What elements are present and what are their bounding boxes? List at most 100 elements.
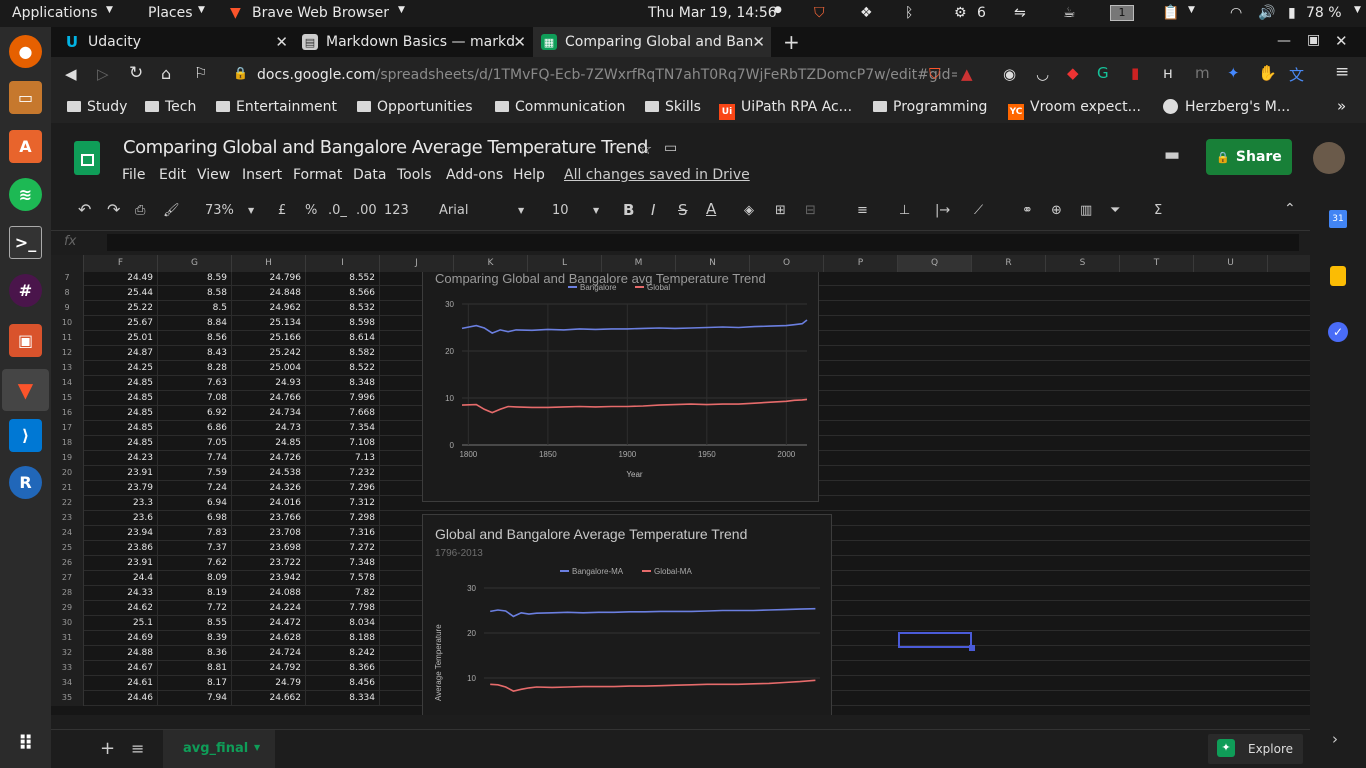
column-header[interactable]: L (528, 255, 602, 272)
vertical-align-icon[interactable]: ⊥ (899, 203, 911, 218)
home-icon[interactable]: ⌂ (161, 64, 172, 83)
grammarly-icon[interactable]: G (1097, 64, 1109, 82)
table-cell[interactable]: 24.49 (84, 272, 158, 286)
table-cell[interactable]: 24.25 (84, 361, 158, 376)
table-cell[interactable]: 8.456 (306, 676, 380, 691)
extension-icon[interactable]: ▮ (1131, 64, 1140, 82)
table-cell[interactable]: 24.726 (232, 451, 306, 466)
table-cell[interactable]: 8.28 (158, 361, 232, 376)
table-cell[interactable]: 24.85 (84, 436, 158, 451)
select-all-corner[interactable] (51, 255, 84, 272)
table-cell[interactable]: 25.166 (232, 331, 306, 346)
new-tab-button[interactable]: + (783, 30, 800, 54)
extension-icon[interactable]: ✦ (1227, 64, 1240, 82)
menu-data[interactable]: Data (353, 167, 387, 183)
row-number[interactable]: 13 (51, 361, 84, 376)
table-cell[interactable]: 24.4 (84, 571, 158, 586)
column-header[interactable]: G (158, 255, 232, 272)
table-cell[interactable]: 7.232 (306, 466, 380, 481)
pocket-icon[interactable]: ◡ (1036, 65, 1050, 83)
bookmark-folder[interactable]: Skills (645, 99, 701, 115)
menu-icon[interactable]: ≡ (1335, 62, 1350, 82)
shield-icon[interactable]: ⛉ (814, 5, 825, 21)
column-header[interactable]: N (676, 255, 750, 272)
table-cell[interactable]: 7.668 (306, 406, 380, 421)
bookmark-link[interactable]: YC Vroom expect... (1008, 99, 1141, 120)
vscode-icon[interactable]: ⟩ (9, 419, 42, 452)
table-cell[interactable]: 7.83 (158, 526, 232, 541)
undo-icon[interactable]: ↶ (78, 200, 92, 219)
bookmark-folder[interactable]: Entertainment (216, 99, 337, 115)
table-cell[interactable]: 24.73 (232, 421, 306, 436)
tab-udacity[interactable]: U Udacity ✕ (56, 27, 294, 57)
move-folder-icon[interactable]: ▭ (664, 140, 678, 156)
bookmark-folder[interactable]: Study (67, 99, 127, 115)
print-icon[interactable]: ⎙ (135, 203, 146, 218)
menu-view[interactable]: View (197, 167, 231, 183)
table-cell[interactable]: 8.58 (158, 286, 232, 301)
clipboard-icon[interactable]: 📋 (1162, 5, 1180, 21)
minimize-button[interactable]: — (1277, 33, 1291, 49)
extension-icon[interactable]: ◆ (1067, 64, 1079, 82)
table-cell[interactable]: 7.24 (158, 481, 232, 496)
column-header[interactable]: O (750, 255, 824, 272)
table-cell[interactable]: 23.6 (84, 511, 158, 526)
table-cell[interactable]: 23.766 (232, 511, 306, 526)
table-cell[interactable]: 8.84 (158, 316, 232, 331)
table-cell[interactable]: 23.942 (232, 571, 306, 586)
table-cell[interactable]: 7.08 (158, 391, 232, 406)
percent-button[interactable]: % (305, 203, 318, 218)
link-icon[interactable]: ⚭ (1022, 203, 1033, 218)
chart-1[interactable]: Comparing Global and Bangalore avg Tempe… (422, 272, 819, 502)
table-cell[interactable]: 23.3 (84, 496, 158, 511)
comment-icon[interactable]: ⊕ (1051, 203, 1062, 218)
menu-help[interactable]: Help (513, 167, 545, 183)
table-cell[interactable]: 7.348 (306, 556, 380, 571)
extension-icon[interactable]: m (1195, 64, 1210, 82)
tab-sheets-active[interactable]: ▦ Comparing Global and Ban ✕ (533, 27, 771, 57)
row-number[interactable]: 33 (51, 661, 84, 676)
show-apps-icon[interactable]: ⠿ (17, 730, 34, 755)
decrease-decimal-button[interactable]: .0_ (328, 203, 347, 218)
table-cell[interactable]: 6.92 (158, 406, 232, 421)
table-cell[interactable]: 7.996 (306, 391, 380, 406)
battery-icon[interactable]: ▮ (1288, 5, 1296, 21)
table-cell[interactable]: 24.734 (232, 406, 306, 421)
gear-icon[interactable]: ⚙ (954, 5, 967, 21)
table-cell[interactable]: 24.662 (232, 691, 306, 706)
table-cell[interactable]: 24.088 (232, 586, 306, 601)
table-cell[interactable]: 24.46 (84, 691, 158, 706)
column-header[interactable]: R (972, 255, 1046, 272)
close-icon[interactable]: ✕ (275, 33, 288, 51)
row-number[interactable]: 16 (51, 406, 84, 421)
row-number[interactable]: 32 (51, 646, 84, 661)
table-cell[interactable]: 23.708 (232, 526, 306, 541)
table-cell[interactable]: 25.67 (84, 316, 158, 331)
bold-button[interactable]: B (623, 201, 635, 219)
chart-icon[interactable]: ▥ (1080, 203, 1093, 218)
column-header[interactable]: U (1194, 255, 1268, 272)
table-cell[interactable]: 24.69 (84, 631, 158, 646)
table-cell[interactable]: 24.724 (232, 646, 306, 661)
table-cell[interactable]: 7.578 (306, 571, 380, 586)
archive-manager-icon[interactable]: ▣ (9, 324, 42, 357)
reload-icon[interactable]: ↻ (129, 63, 144, 83)
table-cell[interactable]: 8.81 (158, 661, 232, 676)
extension-icon[interactable]: ◉ (1003, 65, 1017, 83)
cup-icon[interactable]: ☕ (1063, 5, 1076, 21)
software-center-icon[interactable]: A (9, 130, 42, 163)
row-number[interactable]: 14 (51, 376, 84, 391)
table-cell[interactable]: 7.13 (306, 451, 380, 466)
table-cell[interactable]: 23.91 (84, 466, 158, 481)
row-number[interactable]: 15 (51, 391, 84, 406)
menu-tools[interactable]: Tools (397, 167, 432, 183)
table-cell[interactable]: 8.59 (158, 272, 232, 286)
table-cell[interactable]: 8.56 (158, 331, 232, 346)
table-cell[interactable]: 24.848 (232, 286, 306, 301)
bookmark-folder[interactable]: Communication (495, 99, 625, 115)
row-number[interactable]: 31 (51, 631, 84, 646)
currency-button[interactable]: £ (278, 203, 287, 218)
table-cell[interactable]: 8.242 (306, 646, 380, 661)
table-cell[interactable]: 7.72 (158, 601, 232, 616)
table-cell[interactable]: 24.33 (84, 586, 158, 601)
